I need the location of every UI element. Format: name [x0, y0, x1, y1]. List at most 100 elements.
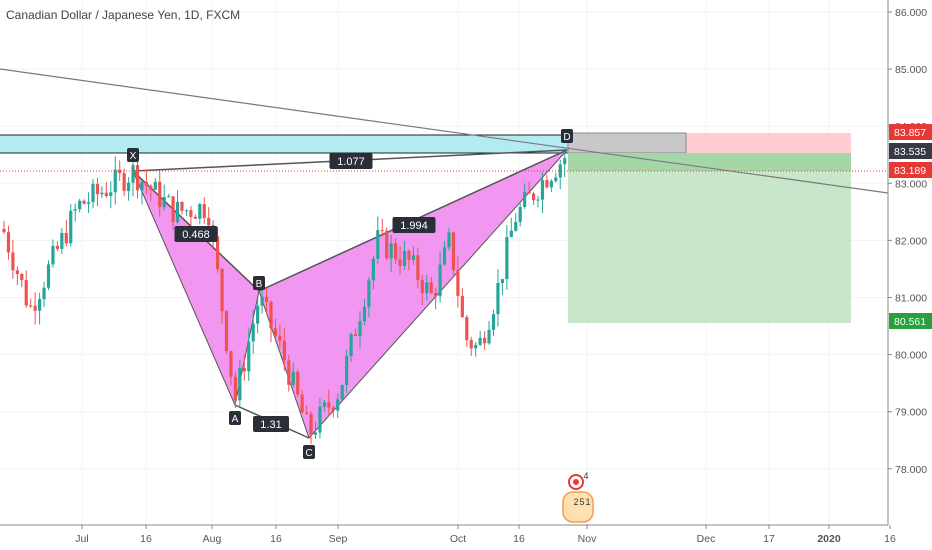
candle-body — [42, 287, 46, 300]
candle-body — [91, 183, 95, 203]
time-axis-tick-label: 16 — [884, 533, 896, 545]
candle-body — [153, 181, 157, 190]
candle-body — [327, 402, 331, 408]
time-axis-tick-label: Nov — [578, 533, 597, 545]
candle-body — [491, 314, 496, 330]
harmonic-bcd-triangle — [258, 149, 568, 439]
ratio-label: 0.468 — [182, 229, 210, 241]
candle-body — [447, 232, 451, 248]
candle-body — [162, 196, 166, 208]
point-label-b: B — [256, 279, 263, 290]
candle-body — [536, 199, 540, 201]
candle-body — [389, 243, 393, 259]
time-axis-tick-label: 16 — [140, 533, 152, 545]
candle-body — [51, 245, 55, 265]
time-axis-tick-label: 17 — [763, 533, 775, 545]
candle-body — [478, 337, 482, 345]
resistance-zone — [0, 135, 570, 153]
candle-body — [189, 210, 193, 217]
candle-body — [474, 344, 478, 349]
candle-body — [95, 183, 100, 195]
candle-body — [278, 335, 282, 341]
ratio-label-bg — [329, 153, 373, 169]
candle-body — [402, 251, 407, 266]
candle-body — [420, 280, 424, 294]
event-badge-count: 4 — [583, 471, 588, 481]
candle-body — [531, 193, 536, 201]
candle-body — [496, 283, 500, 315]
candle-body — [523, 191, 527, 207]
candle-body — [78, 200, 82, 210]
candle-body — [429, 282, 433, 294]
price-label-bg — [889, 124, 932, 140]
candle-body — [313, 432, 318, 435]
candle-body — [540, 180, 545, 200]
point-label-x: X — [130, 151, 137, 162]
candle-body — [175, 201, 180, 222]
candle-body — [349, 334, 353, 356]
candle-body — [233, 376, 237, 401]
candle-body — [69, 210, 73, 244]
candle-body — [438, 264, 442, 297]
candle-body — [29, 305, 33, 307]
event-badge-count: 1 — [585, 497, 590, 507]
candle-body — [456, 270, 460, 296]
candle-body — [563, 158, 567, 165]
candle-body — [500, 279, 504, 284]
candle-body — [247, 341, 251, 372]
candle-body — [100, 192, 104, 195]
candle-body — [514, 221, 518, 231]
time-axis-tick-label: 2020 — [817, 533, 841, 545]
time-axis-tick-label: 16 — [270, 533, 282, 545]
candle-body — [554, 177, 558, 182]
candle-body — [287, 360, 291, 385]
candle-body — [269, 301, 273, 329]
candle-body — [229, 351, 233, 377]
stop-loss-box — [567, 132, 687, 154]
descending-trendline — [0, 68, 889, 194]
candle-body — [220, 268, 224, 312]
candle-body — [296, 371, 300, 395]
candle-body — [483, 337, 487, 344]
price-label: 80.561 — [894, 316, 926, 328]
price-axis-tick-label: 83.000 — [895, 178, 927, 190]
point-label-x-bg — [127, 148, 139, 162]
candle-body — [24, 280, 28, 306]
candle-body — [394, 243, 398, 260]
ratio-label: 1.077 — [337, 156, 365, 168]
price-axis-tick-label: 80.000 — [895, 350, 927, 362]
point-label-d: D — [563, 132, 570, 143]
price-axis-tick-label: 81.000 — [895, 293, 927, 305]
candle-body — [238, 367, 242, 401]
candle-body — [509, 230, 513, 238]
candle-body — [256, 305, 260, 324]
chart-title: Canadian Dollar / Japanese Yen, 1D, FXCM — [6, 8, 241, 22]
candle-body — [180, 201, 184, 211]
candle-body — [376, 230, 380, 259]
point-label-c-bg — [303, 445, 315, 459]
time-axis-tick-label: Dec — [697, 533, 716, 545]
candle-body — [331, 407, 335, 411]
candle-body — [127, 182, 131, 191]
candle-body — [273, 328, 278, 336]
take-profit-zone — [568, 153, 851, 323]
candle-body — [2, 228, 6, 233]
candle-body — [46, 264, 51, 288]
candle-body — [407, 251, 411, 261]
price-label: 83.857 — [894, 127, 926, 139]
candle-body — [264, 296, 269, 302]
point-label-a: A — [232, 414, 239, 425]
candle-body — [309, 413, 313, 435]
candle-body — [109, 192, 113, 196]
ratio-label-bg — [174, 226, 218, 242]
candle-body — [86, 202, 91, 204]
price-label-bg — [889, 143, 932, 159]
time-axis-tick-label: Jul — [75, 533, 88, 545]
candle-body — [216, 236, 220, 269]
event-badge-dot-icon — [573, 479, 579, 485]
candle-body — [55, 245, 59, 249]
price-axis-tick-label: 85.000 — [895, 64, 927, 76]
event-badge-count: 5 — [579, 497, 584, 507]
price-label-bg — [889, 162, 932, 178]
candle-body — [82, 200, 86, 204]
